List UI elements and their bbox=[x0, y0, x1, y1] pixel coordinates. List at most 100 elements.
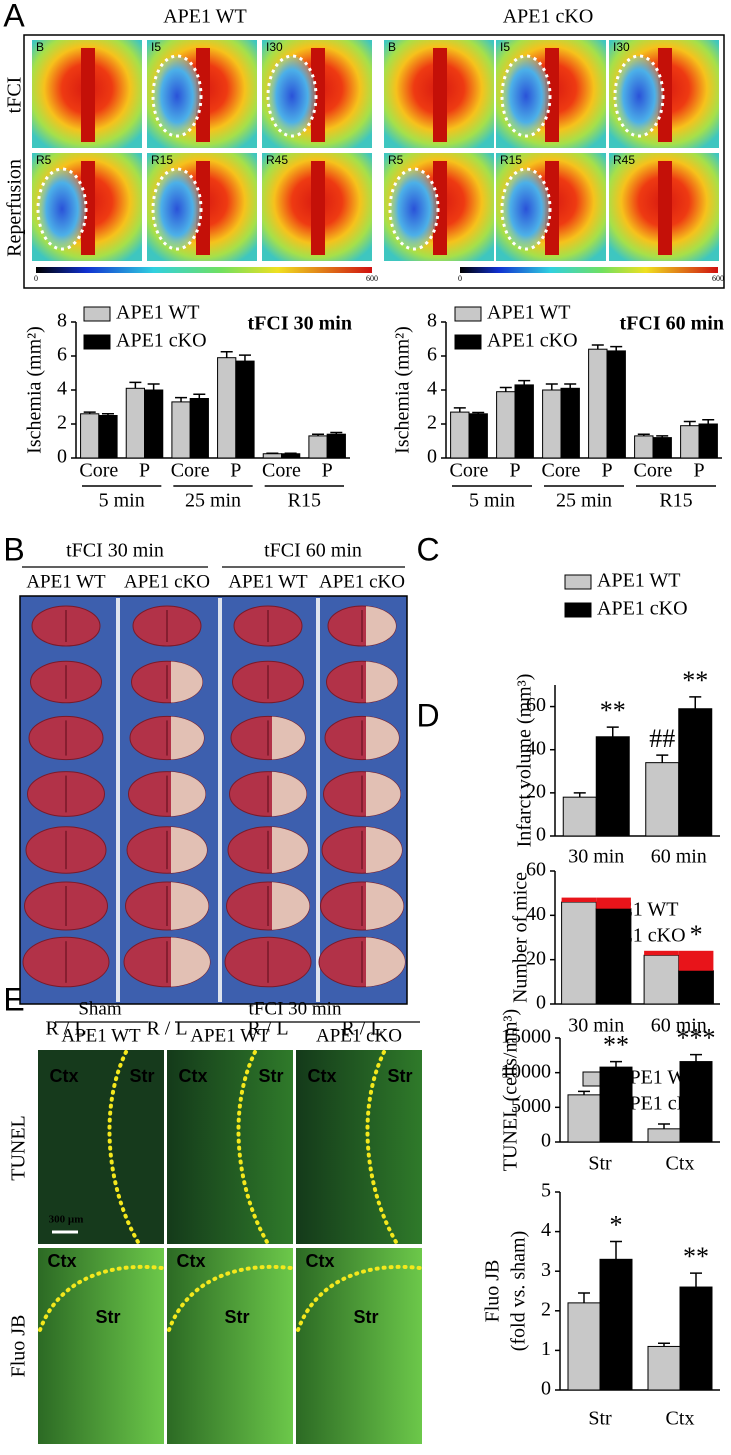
region-label: Str bbox=[224, 1307, 249, 1327]
group-label: 5 min bbox=[469, 490, 515, 512]
bar bbox=[647, 1345, 681, 1391]
bar bbox=[98, 415, 118, 459]
row-label: Fluo JB bbox=[8, 1315, 30, 1378]
y-tick-label: 2 bbox=[541, 1298, 551, 1320]
region-label: Str bbox=[387, 1066, 412, 1086]
orientation-label: R / L bbox=[146, 1018, 187, 1040]
genotype-label: APE1 WT bbox=[190, 1025, 270, 1046]
tile-label: R45 bbox=[613, 153, 635, 167]
vessel bbox=[433, 161, 447, 255]
y-tick-label: 0 bbox=[536, 992, 546, 1014]
vessel bbox=[433, 48, 447, 142]
condition-label: tFCI 30 min bbox=[66, 540, 164, 562]
colorbar-label: 0 bbox=[34, 274, 38, 283]
significance-label: ** bbox=[603, 1031, 629, 1060]
condition-label: Sham bbox=[78, 998, 122, 1019]
y-tick-label: 6 bbox=[427, 344, 437, 366]
legend-swatch bbox=[83, 306, 111, 322]
vessel bbox=[196, 161, 210, 255]
strip-gap bbox=[218, 598, 222, 1002]
region-border bbox=[167, 1264, 293, 1332]
y-tick-label: 8 bbox=[57, 310, 67, 332]
y-axis-label: Infarct volume (mm³) bbox=[514, 674, 536, 848]
genotype-label: APE1 cKO bbox=[316, 1025, 402, 1046]
x-tick-label: P bbox=[693, 460, 704, 482]
error-bar bbox=[129, 381, 142, 389]
orientation-label: R / L bbox=[341, 1018, 382, 1040]
x-tick-label: P bbox=[139, 460, 150, 482]
vessel bbox=[545, 161, 559, 255]
x-tick-label: 30 min bbox=[568, 846, 624, 868]
y-tick-label: 60 bbox=[526, 694, 546, 716]
error-bar bbox=[610, 345, 623, 351]
region-label: Str bbox=[258, 1066, 283, 1086]
y-tick-label: 8 bbox=[427, 310, 437, 332]
bar bbox=[634, 435, 654, 459]
error-bar bbox=[606, 726, 619, 737]
bar bbox=[678, 970, 714, 1005]
y-tick-label: 40 bbox=[526, 903, 546, 925]
error-bar bbox=[610, 1060, 622, 1068]
condition-label: tFCI 60 min bbox=[264, 540, 362, 562]
tile-label: R45 bbox=[266, 153, 288, 167]
bar bbox=[217, 357, 237, 459]
group-label: APE1 WT bbox=[163, 6, 247, 28]
region-border bbox=[365, 1050, 398, 1244]
legend-label: APE1 WT bbox=[597, 570, 681, 592]
vessel bbox=[81, 161, 95, 255]
error-bar bbox=[690, 1053, 702, 1062]
bar bbox=[262, 453, 283, 459]
error-bar bbox=[453, 407, 466, 413]
error-bar bbox=[330, 431, 343, 435]
region-label: Ctx bbox=[49, 1066, 78, 1086]
region-label: Ctx bbox=[178, 1066, 207, 1086]
y-tick-label: 6 bbox=[57, 344, 67, 366]
legend-swatch bbox=[454, 306, 482, 322]
y-axis-label: (fold vs. sham) bbox=[508, 1231, 530, 1352]
significance-label: ** bbox=[683, 1242, 709, 1271]
x-tick-label: P bbox=[601, 460, 612, 482]
y-tick-label: 0 bbox=[536, 824, 546, 846]
y-tick-label: 20 bbox=[526, 947, 546, 969]
strip-gap bbox=[116, 598, 120, 1002]
vessel bbox=[311, 48, 325, 142]
y-tick-label: 4 bbox=[57, 378, 67, 400]
error-bar bbox=[545, 383, 558, 390]
error-bar bbox=[472, 411, 485, 414]
x-tick-label: Core bbox=[262, 460, 301, 482]
bar bbox=[496, 391, 516, 459]
region-border bbox=[296, 1264, 422, 1332]
colorbar-label: 600 bbox=[366, 274, 378, 283]
bar bbox=[326, 433, 346, 459]
error-bar bbox=[266, 452, 279, 454]
legend-swatch bbox=[564, 602, 592, 618]
y-tick-label: 4 bbox=[427, 378, 437, 400]
error-bar bbox=[637, 433, 650, 436]
significance-label: ## bbox=[649, 724, 675, 753]
y-tick-label: 0 bbox=[427, 446, 437, 468]
bar bbox=[281, 453, 301, 459]
colorbar-label: 600 bbox=[712, 274, 724, 283]
error-bar bbox=[690, 1272, 702, 1288]
ischemic-area bbox=[390, 169, 438, 249]
bar bbox=[562, 796, 597, 837]
bar bbox=[542, 389, 562, 459]
error-bar bbox=[101, 413, 114, 416]
bar bbox=[679, 1286, 713, 1391]
region-border bbox=[107, 1050, 140, 1244]
legend-label: APE1 WT bbox=[487, 302, 571, 324]
ischemic-area bbox=[502, 169, 550, 249]
error-bar bbox=[83, 411, 96, 414]
error-bar bbox=[193, 393, 206, 399]
y-tick-label: 5 bbox=[541, 1180, 551, 1202]
bar bbox=[468, 413, 488, 459]
bar-segment bbox=[561, 897, 597, 903]
bar bbox=[308, 435, 328, 459]
chart-title: tFCI 30 min bbox=[248, 313, 352, 335]
error-bar bbox=[284, 452, 297, 454]
y-axis-label: Ischemia (mm²) bbox=[392, 326, 414, 454]
y-axis-label: Number of mice bbox=[510, 872, 532, 1003]
vessel bbox=[81, 48, 95, 142]
error-bar bbox=[656, 754, 669, 763]
row-label: TUNEL bbox=[8, 1115, 30, 1181]
